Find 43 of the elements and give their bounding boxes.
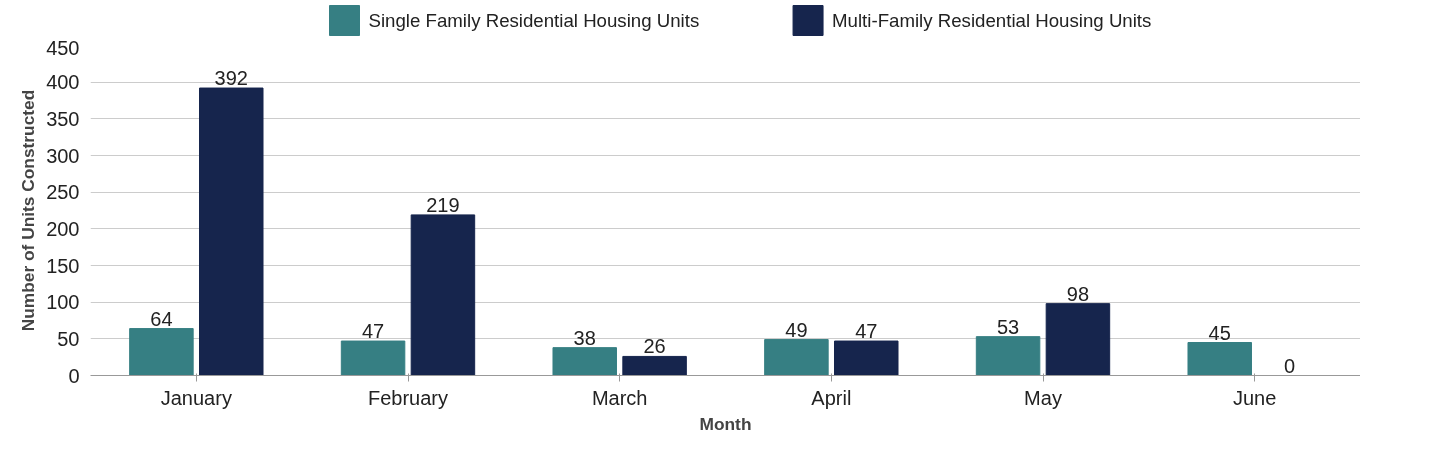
data-label: 47 — [361, 320, 385, 343]
data-label: 0 — [1284, 354, 1296, 377]
data-label: 64 — [150, 307, 173, 330]
y-tick-label: 0 — [68, 364, 80, 387]
bar — [552, 347, 617, 376]
x-tick-label: May — [1024, 386, 1062, 409]
x-tick-label: January — [160, 386, 232, 409]
data-label: 53 — [996, 315, 1020, 338]
y-tick-label: 100 — [46, 291, 80, 314]
data-label: 219 — [426, 193, 460, 216]
x-tick-label: March — [591, 386, 648, 409]
data-label: 392 — [214, 67, 248, 90]
y-tick-label: 200 — [46, 217, 80, 240]
y-tick-label: 450 — [46, 36, 80, 59]
bar — [129, 328, 194, 376]
bar — [1187, 342, 1252, 376]
bar — [199, 87, 264, 376]
data-label: 38 — [573, 326, 596, 349]
data-label: 45 — [1208, 321, 1231, 344]
data-label: 47 — [855, 320, 878, 343]
bar — [975, 336, 1041, 376]
y-tick-label: 400 — [46, 71, 80, 94]
data-label: 98 — [1066, 282, 1090, 305]
y-tick-label: 150 — [46, 254, 80, 277]
bar — [764, 339, 829, 376]
y-tick-label: 300 — [46, 144, 80, 167]
x-axis-title: Month — [699, 413, 752, 434]
bar — [834, 340, 899, 376]
legend-label: Multi-Family Residential Housing Units — [832, 10, 1152, 31]
bar — [622, 355, 687, 376]
x-tick-label: June — [1232, 386, 1277, 409]
legend-label: Single Family Residential Housing Units — [368, 10, 700, 31]
y-axis-title: Number of Units Constructed — [18, 89, 39, 332]
y-tick-label: 350 — [46, 107, 80, 130]
x-tick-label: February — [367, 386, 449, 409]
data-label: 26 — [643, 335, 666, 358]
bar — [1045, 303, 1111, 376]
bar — [340, 340, 406, 376]
data-label: 49 — [785, 318, 808, 341]
y-tick-label: 50 — [57, 327, 80, 350]
bar — [410, 214, 476, 376]
x-tick-label: April — [811, 386, 852, 409]
y-tick-label: 250 — [46, 181, 80, 204]
